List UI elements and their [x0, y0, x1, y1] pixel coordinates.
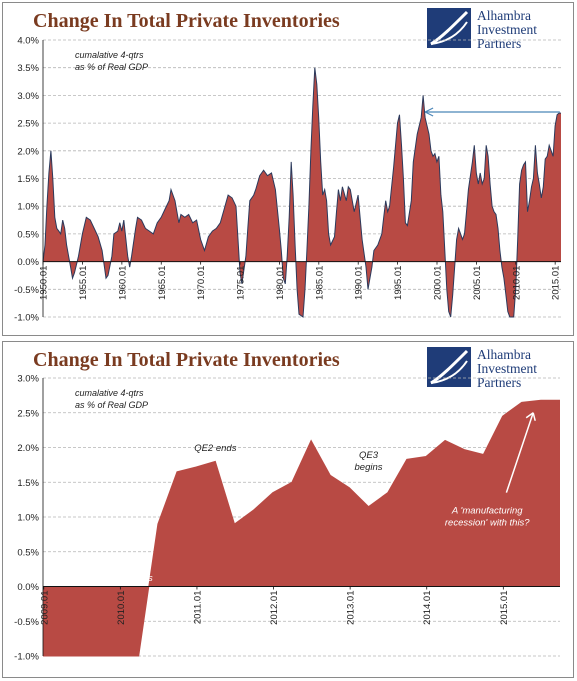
top-chart-title: Change In Total Private Inventories [33, 10, 340, 32]
y-tick-label: 2.5% [17, 408, 39, 419]
unit-note: cumalative 4-qtrs as % of Real GDP [75, 388, 148, 410]
y-tick-label: 1.0% [17, 513, 39, 524]
x-tick-label: 1950.01 [39, 266, 50, 300]
x-tick-label: 2012.01 [269, 591, 280, 625]
logo-text: Alhambra Investment Partners [477, 9, 537, 51]
bottom-chart-title: Change In Total Private Inventories [33, 349, 340, 371]
alhambra-logo: Alhambra Investment Partners [427, 8, 563, 52]
x-tick-label: 1990.01 [354, 266, 365, 300]
bottom-chart-panel: Change In Total Private Inventories Alha… [2, 341, 574, 678]
arrow-up-head [525, 412, 536, 421]
x-tick-label: 2000.01 [433, 266, 444, 300]
x-tick-label: 2010.01 [116, 591, 127, 625]
x-tick-label: 2015.01 [499, 591, 510, 625]
bottom-chart-plot: 3.0% 2.5% 2.0% 1.5% 1.0% 0.5% 0.0% -0.5% -1.0% 20… [14, 374, 560, 663]
y-tick-label: -1.0% [14, 313, 39, 324]
x-tick-label: 2011.01 [193, 591, 204, 625]
logo-text: Alhambra Investment Partners [477, 348, 537, 390]
y-tick-label: -0.5% [14, 617, 39, 628]
annotation-text: QE2 begins [125, 561, 153, 584]
x-tick-label: 1975.01 [236, 266, 247, 300]
top-chart-plot: 4.0% 3.5% 3.0% 2.5% 2.0% 1.5% 1.0% 0.5% 0.0% -0.5… [14, 36, 562, 324]
x-tick-label: 1960.01 [117, 266, 128, 300]
annotation-text: QE2 ends [194, 443, 236, 454]
series-line [43, 399, 560, 657]
x-tick-label: 2015.01 [551, 266, 562, 300]
logo-line-1: Alhambra [477, 347, 531, 362]
x-tick-label: 2013.01 [346, 591, 357, 625]
y-tick-label: 0.0% [17, 582, 39, 593]
unit-note: cumalative 4-qtrs as % of Real GDP [75, 50, 148, 72]
y-tick-label: 1.5% [17, 478, 39, 489]
logo-line-3: Partners [477, 375, 522, 390]
y-tick-label: -1.0% [14, 652, 39, 663]
arrow-left-head [424, 107, 434, 117]
y-tick-label: 1.0% [17, 202, 39, 213]
top-chart-panel: Change In Total Private Inventories Alha… [2, 2, 574, 336]
y-tick-label: -0.5% [14, 285, 39, 296]
y-tick-label: 2.0% [17, 443, 39, 454]
alhambra-logo-2: Alhambra Investment Partners [427, 347, 563, 391]
y-tick-label: 3.0% [17, 374, 39, 385]
logo-mark-icon [427, 347, 471, 387]
y-tick-label: 2.0% [17, 146, 39, 157]
logo-mark-icon [427, 8, 471, 48]
x-tick-label: 1995.01 [393, 266, 404, 300]
series-line [42, 67, 561, 318]
x-tick-label: 1970.01 [196, 266, 207, 300]
x-tick-label: 1985.01 [314, 266, 325, 300]
series-area [43, 67, 561, 317]
logo-line-1: Alhambra [477, 8, 531, 23]
y-tick-label: 0.5% [17, 229, 39, 240]
y-tick-label: 0.0% [17, 257, 39, 268]
x-tick-label: 2005.01 [472, 266, 483, 300]
y-tick-label: 2.5% [17, 119, 39, 130]
annotation-text: QE3 begins [355, 450, 383, 473]
x-tick-label: 1955.01 [78, 266, 89, 300]
logo-line-2: Investment [477, 361, 537, 376]
y-tick-label: 3.5% [17, 63, 39, 74]
y-tick-label: 3.0% [17, 91, 39, 102]
x-tick-label: 2014.01 [422, 591, 433, 625]
x-tick-label: 2010.01 [511, 266, 522, 300]
x-tick-label: 1965.01 [157, 266, 168, 300]
y-tick-label: 4.0% [17, 36, 39, 47]
series-area [43, 400, 560, 656]
x-tick-label: 2009.01 [39, 591, 50, 625]
logo-line-2: Investment [477, 22, 537, 37]
annotation-text: A 'manufacturing recession' with this? [445, 506, 530, 529]
y-tick-label: 1.5% [17, 174, 39, 185]
x-tick-label: 1980.01 [275, 266, 286, 300]
arrow-up-line [505, 412, 534, 493]
y-tick-label: 0.5% [17, 547, 39, 558]
